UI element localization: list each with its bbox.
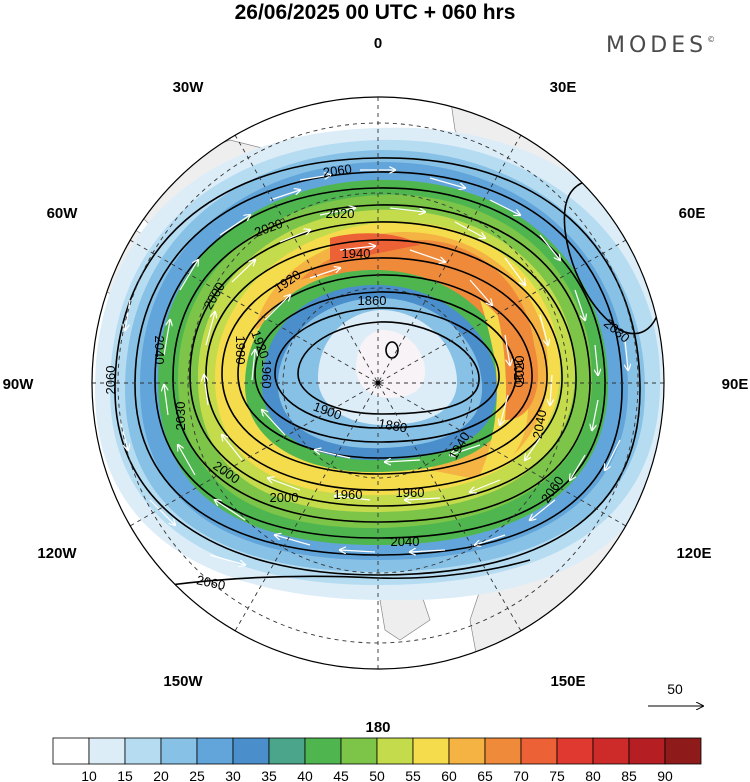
map-title: 26/06/2025 00 UTC + 060 hrs bbox=[234, 1, 516, 24]
meridian-label-30e: 30E bbox=[550, 79, 577, 96]
colorbar-swatch bbox=[556, 737, 594, 765]
colorbar-swatch bbox=[628, 737, 666, 765]
wind-shade-inner-10 bbox=[356, 330, 425, 398]
contour-label: 2020 bbox=[511, 359, 526, 388]
contour-1880 bbox=[274, 307, 500, 429]
colorbar-swatch bbox=[268, 737, 306, 765]
reference-vector-label: 50 bbox=[667, 681, 683, 697]
meridian-label-60e: 60E bbox=[679, 205, 706, 222]
meridian-label-0: 0 bbox=[374, 35, 382, 52]
map-boundary bbox=[91, 96, 665, 670]
colorbar-swatch bbox=[232, 737, 270, 765]
north-pole-marker bbox=[375, 380, 381, 386]
meridian-label-30w: 30W bbox=[173, 79, 205, 96]
wind-shade-east-jet bbox=[480, 300, 529, 475]
colorbar-swatch bbox=[196, 737, 234, 765]
colorbar-swatch bbox=[160, 737, 198, 765]
contour-label: 2040 bbox=[152, 336, 167, 365]
brand-text: MODES bbox=[606, 33, 708, 58]
contour-label: 1960 bbox=[334, 487, 363, 502]
map-field bbox=[92, 97, 664, 669]
meridian-label-120w: 120W bbox=[37, 545, 77, 562]
colorbar-swatch bbox=[520, 737, 558, 765]
meridian-label-150e: 150E bbox=[550, 673, 585, 690]
contour-label: 2020 bbox=[326, 206, 355, 221]
colorbar-tick-label: 20 bbox=[153, 768, 169, 782]
contour-label: 1960 bbox=[259, 360, 274, 389]
contour-label: 1960 bbox=[396, 485, 425, 500]
copyright-mark: © bbox=[707, 35, 716, 44]
colorbar-tick-label: 45 bbox=[333, 768, 349, 782]
meridian-label-60w: 60W bbox=[47, 205, 79, 222]
contour-label: 1880 bbox=[377, 416, 408, 436]
contour-2060 bbox=[114, 157, 641, 576]
colorbar-swatch bbox=[340, 737, 378, 765]
colorbar-tick-label: 10 bbox=[81, 768, 97, 782]
colorbar-tick-label: 30 bbox=[225, 768, 241, 782]
colorbar-tick-label: 60 bbox=[441, 768, 457, 782]
colorbar: 10 15 20 25 30 35 40 45 50 55 60 65 70 75 80 85 90 bbox=[52, 737, 702, 782]
colorbar-swatch bbox=[88, 737, 126, 765]
graticule bbox=[92, 97, 664, 669]
colorbar-tick-label: 85 bbox=[621, 768, 637, 782]
meridian-label-180: 180 bbox=[365, 719, 390, 736]
contour-label: 2000 bbox=[270, 490, 299, 505]
colorbar-swatch bbox=[52, 737, 90, 765]
contour-label: 2060 bbox=[103, 366, 118, 395]
contour-1860 bbox=[297, 321, 480, 415]
meridian-label-90w: 90W bbox=[3, 376, 35, 393]
colorbar-tick-label: 80 bbox=[585, 768, 601, 782]
contour-label: 2040 bbox=[391, 534, 420, 549]
colorbar-swatch bbox=[484, 737, 522, 765]
colorbar-swatch bbox=[376, 737, 414, 765]
colorbar-swatch bbox=[592, 737, 630, 765]
colorbar-swatch bbox=[448, 737, 486, 765]
colorbar-tick-label: 90 bbox=[657, 768, 673, 782]
contour-label: 2040 bbox=[530, 409, 550, 440]
wind-vectors bbox=[119, 170, 628, 565]
colorbar-tick-label: 40 bbox=[297, 768, 313, 782]
colorbar-tick-label: 55 bbox=[405, 768, 421, 782]
contour-label: 1940 bbox=[342, 246, 371, 261]
colorbar-swatch bbox=[664, 737, 702, 765]
meridian-label-120e: 120E bbox=[676, 545, 711, 562]
meridian-label-150w: 150W bbox=[163, 673, 203, 690]
meridian-label-90e: 90E bbox=[722, 376, 749, 393]
contour-label: 1980 bbox=[233, 336, 248, 365]
colorbar-swatch bbox=[124, 737, 162, 765]
colorbar-tick-label: 50 bbox=[369, 768, 385, 782]
colorbar-swatch bbox=[412, 737, 450, 765]
contour-label: 1860 bbox=[358, 293, 387, 308]
colorbar-tick-label: 35 bbox=[261, 768, 277, 782]
contour-label: 2060 bbox=[322, 161, 353, 180]
colorbar-tick-label: 25 bbox=[189, 768, 205, 782]
contour-label: 2020 bbox=[512, 356, 527, 385]
contour-label: 2030 bbox=[173, 402, 188, 431]
colorbar-tick-label: 15 bbox=[117, 768, 133, 782]
colorbar-tick-label: 70 bbox=[513, 768, 529, 782]
colorbar-swatch bbox=[304, 737, 342, 765]
colorbar-tick-label: 75 bbox=[549, 768, 565, 782]
wind-shade-east-jet-core bbox=[490, 290, 539, 420]
colorbar-tick-label: 65 bbox=[477, 768, 493, 782]
brand-logo: MODES© bbox=[606, 33, 715, 58]
contour-label: 2060 bbox=[195, 572, 226, 593]
